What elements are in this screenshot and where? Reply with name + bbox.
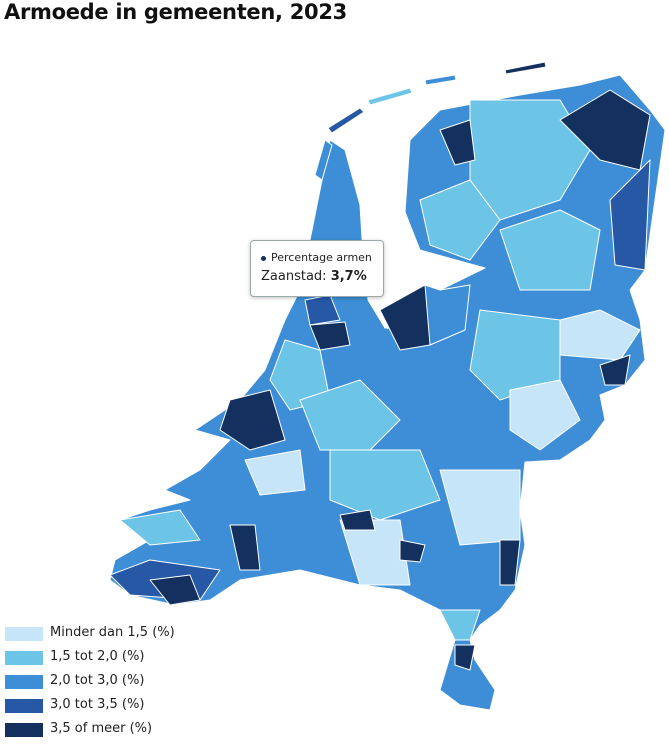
wadden-islands [314, 61, 547, 181]
tooltip-line: Zaanstad: 3,7% [261, 269, 367, 284]
legend-label: 1,5 tot 2,0 (%) [50, 649, 145, 664]
legend-label: Minder dan 1,5 (%) [50, 625, 175, 640]
region [379, 284, 431, 351]
legend-label: 2,0 tot 3,0 (%) [50, 673, 145, 688]
region [299, 379, 401, 451]
island [424, 74, 457, 86]
region [219, 389, 286, 451]
region [229, 524, 261, 571]
island [327, 107, 365, 134]
region [439, 609, 481, 641]
island [314, 139, 333, 181]
region [599, 354, 631, 386]
legend-swatch [5, 651, 43, 665]
netherlands [109, 74, 666, 711]
island [367, 87, 413, 106]
legend-label: 3,0 tot 3,5 (%) [50, 697, 145, 712]
legend-swatch [5, 675, 43, 689]
region [419, 179, 501, 261]
region [149, 574, 201, 606]
region [509, 379, 581, 451]
tooltip: Percentage armen Zaanstad: 3,7% [250, 240, 384, 297]
region [499, 539, 521, 586]
region [609, 159, 651, 271]
region [329, 449, 441, 521]
legend-label: 3,5 of meer (%) [50, 721, 153, 736]
region [309, 321, 351, 351]
region [439, 119, 476, 166]
legend-swatch [5, 699, 43, 713]
mainland [109, 74, 666, 711]
region [339, 519, 411, 586]
region [244, 449, 306, 496]
legend-swatch [5, 723, 43, 737]
tooltip-label: Zaanstad: [261, 269, 327, 284]
region [119, 509, 201, 546]
region [499, 209, 601, 291]
legend-swatch [5, 627, 43, 641]
tooltip-value: 3,7% [330, 269, 367, 284]
region [399, 539, 426, 563]
tooltip-heading: Percentage armen [261, 251, 372, 264]
region [454, 644, 476, 671]
island [504, 61, 547, 75]
region [559, 89, 651, 171]
region [339, 509, 376, 531]
title: Armoede in gemeenten, 2023 [4, 0, 347, 24]
